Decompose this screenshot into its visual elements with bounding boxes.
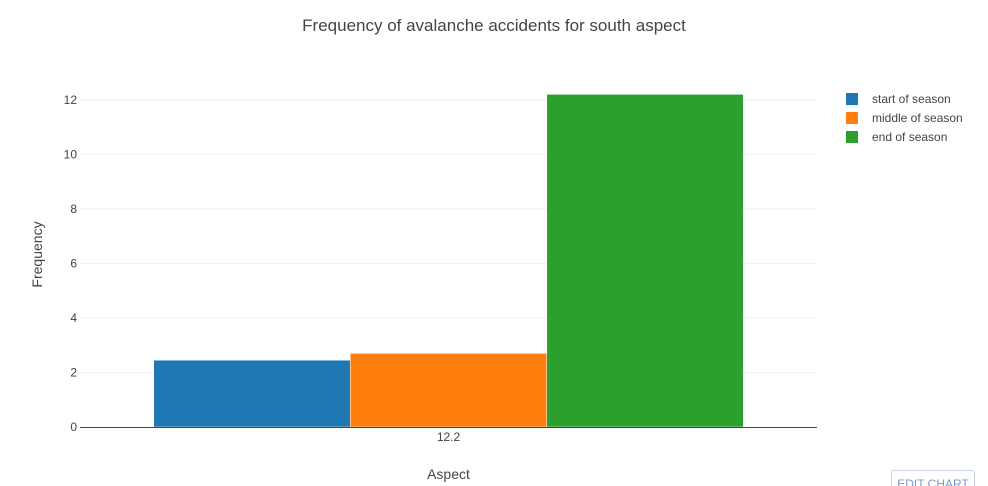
x-tick-label: 12.2 bbox=[437, 430, 461, 444]
y-tick-label: 10 bbox=[64, 147, 78, 161]
bars bbox=[153, 94, 744, 428]
legend: start of season middle of season end of … bbox=[846, 89, 963, 146]
bar-start-of-season[interactable] bbox=[153, 359, 351, 428]
legend-swatch bbox=[846, 92, 858, 105]
legend-label: end of season bbox=[872, 129, 948, 144]
y-tick-label: 8 bbox=[70, 202, 77, 216]
bar-end-of-season[interactable] bbox=[546, 94, 744, 428]
bar-middle-of-season[interactable] bbox=[349, 353, 548, 428]
legend-item-end-of-season[interactable]: end of season bbox=[846, 127, 963, 146]
legend-swatch bbox=[846, 111, 858, 124]
chart-title: Frequency of avalanche accidents for sou… bbox=[302, 16, 686, 35]
legend-swatch bbox=[846, 130, 858, 143]
y-axis-title: Frequency bbox=[29, 221, 45, 287]
y-tick-label: 0 bbox=[70, 420, 77, 434]
y-tick-label: 12 bbox=[64, 93, 78, 107]
x-tick-labels: 12.2 bbox=[437, 430, 461, 444]
legend-label: middle of season bbox=[872, 110, 963, 125]
y-tick-label: 6 bbox=[70, 256, 77, 270]
y-tick-label: 4 bbox=[70, 311, 77, 325]
legend-item-start-of-season[interactable]: start of season bbox=[846, 89, 963, 108]
y-tick-label: 2 bbox=[70, 365, 77, 379]
y-tick-labels: 0 2 4 6 8 10 12 bbox=[64, 93, 78, 434]
legend-label: start of season bbox=[872, 91, 951, 106]
edit-chart-button[interactable]: EDIT CHART bbox=[891, 470, 975, 486]
x-axis-title: Aspect bbox=[427, 466, 470, 482]
legend-item-middle-of-season[interactable]: middle of season bbox=[846, 108, 963, 127]
